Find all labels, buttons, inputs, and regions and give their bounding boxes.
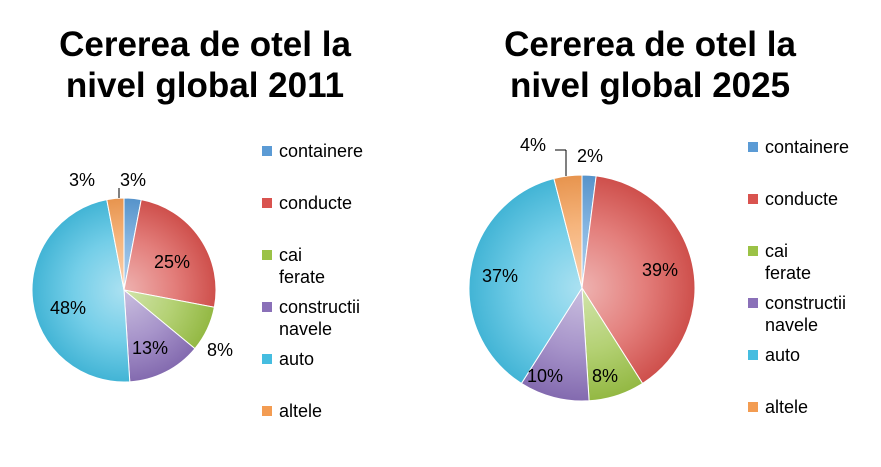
legend-label: auto [765,345,801,365]
legend-label: altele [765,397,809,417]
legend-swatch [262,198,272,208]
legend-label: conducte [279,193,353,213]
legend-label: containere [765,137,850,157]
data-label-conducte: 25% [154,252,190,272]
data-label-constructii-navele: 13% [132,338,168,358]
legend-swatch [748,298,758,308]
pie-slice-conducte [123,199,217,308]
legend-label: auto [279,349,315,369]
pie-slice-altele [106,197,125,291]
data-label-containere: 3% [120,170,146,190]
pie-slice-auto [31,199,131,383]
chart-title-2025: Cererea de otel la nivel global 2025 [504,25,796,105]
legend-swatch [262,406,272,416]
legend-2025: containere conducte cai ferate constructii … [748,136,878,426]
data-label-auto: 48% [50,298,86,318]
legend-2011: containere conducte cai ferate constructii … [262,140,402,430]
data-label-constructii-navele: 10% [527,366,563,386]
data-label-cai-ferate: 8% [592,366,618,386]
data-label-altele: 3% [69,170,95,190]
pie-slice-auto [468,177,583,385]
data-label-conducte: 39% [642,260,678,280]
chart-title-2011: Cererea de otel la nivel global 2011 [59,25,351,105]
pie-slice-conducte [581,175,696,385]
legend-label: containere [279,141,364,161]
legend-swatch [262,250,272,260]
pie-slice-altele [553,174,583,289]
legend-swatch [262,354,272,364]
legend-label: constructii navele [279,297,361,339]
legend-swatch [748,194,758,204]
legend-label: altele [279,401,323,421]
data-label-cai-ferate: 8% [207,340,233,360]
legend-swatch [748,350,758,360]
legend-swatch [262,146,272,156]
legend-swatch [748,246,758,256]
legend-swatch [748,402,758,412]
pie-slice-constructii-navele [123,288,196,383]
legend-label: conducte [765,189,839,209]
legend-label: constructii navele [765,293,847,335]
legend-label: cai ferate [765,241,812,283]
legend-label: cai ferate [279,245,326,287]
data-label-altele: 4% [520,135,546,155]
data-label-auto: 37% [482,266,518,286]
pie-slice-constructii-navele [520,286,590,402]
legend-swatch [748,142,758,152]
legend-swatch [262,302,272,312]
data-label-containere: 2% [577,146,603,166]
